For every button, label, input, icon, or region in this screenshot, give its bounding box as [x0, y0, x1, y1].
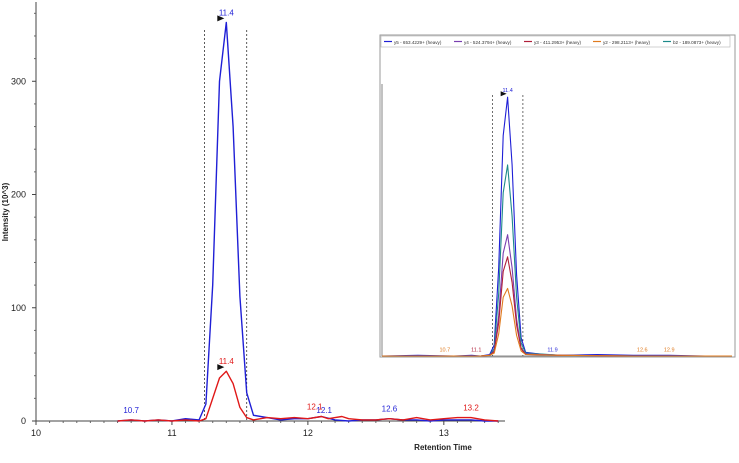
x-axis-label: Retention Time [414, 443, 472, 452]
y-axis-label: Intensity (10^3) [1, 182, 10, 241]
y-tick-label: 0 [21, 416, 26, 426]
y-tick-label: 100 [11, 303, 26, 313]
inset-peak-label: 12.9 [664, 347, 675, 353]
inset-peak-label: 11.1 [471, 347, 481, 353]
legend-box [380, 35, 731, 48]
series-line [117, 370, 499, 422]
y-tick-label: 300 [11, 76, 26, 86]
legend-label: y5 - 653.4229+ (heavy) [394, 40, 442, 45]
peak-label: 12.1 [316, 406, 332, 415]
inset-peak-label: 10.7 [439, 347, 450, 353]
inset-peak-label: 11.9 [547, 347, 557, 353]
peak-label: 13.2 [463, 404, 479, 413]
x-tick-label: 11 [167, 428, 176, 438]
peak-label: 12.1 [307, 402, 323, 411]
series-line [117, 21, 499, 422]
x-tick-label: 13 [439, 428, 449, 438]
peak-label: 12.6 [382, 405, 398, 414]
peak-label: 11.4 [219, 357, 235, 366]
legend-label: y4 - 524.3794+ (heavy) [464, 40, 512, 45]
inset-series-line [382, 287, 732, 357]
legend-label: y2 - 298.2113+ (heavy) [603, 40, 650, 45]
y-tick-label: 200 [11, 190, 26, 200]
inset-peak-label: 11.4 [502, 88, 512, 94]
inset-plot: y5 - 653.4229+ (heavy) y4 - 524.3794+ (he… [379, 34, 736, 358]
legend-label: b2 - 189.0873+ (heavy) [673, 40, 721, 45]
peak-marker [217, 15, 225, 22]
x-tick-label: 10 [31, 428, 41, 438]
inset-peak-label: 12.6 [637, 347, 648, 353]
peak-label: 10.7 [123, 406, 139, 415]
inset-peak-marker [500, 91, 507, 97]
legend-label: y3 - 411.2953+ (heavy) [534, 40, 581, 45]
x-tick-label: 12 [303, 428, 313, 438]
main-plot: 0 100 200 300 10 11 12 13 Retention Time Intensit… [1, 2, 505, 452]
peak-marker [217, 364, 225, 371]
inset-frame [379, 34, 736, 358]
peak-label: 11.4 [219, 8, 235, 17]
